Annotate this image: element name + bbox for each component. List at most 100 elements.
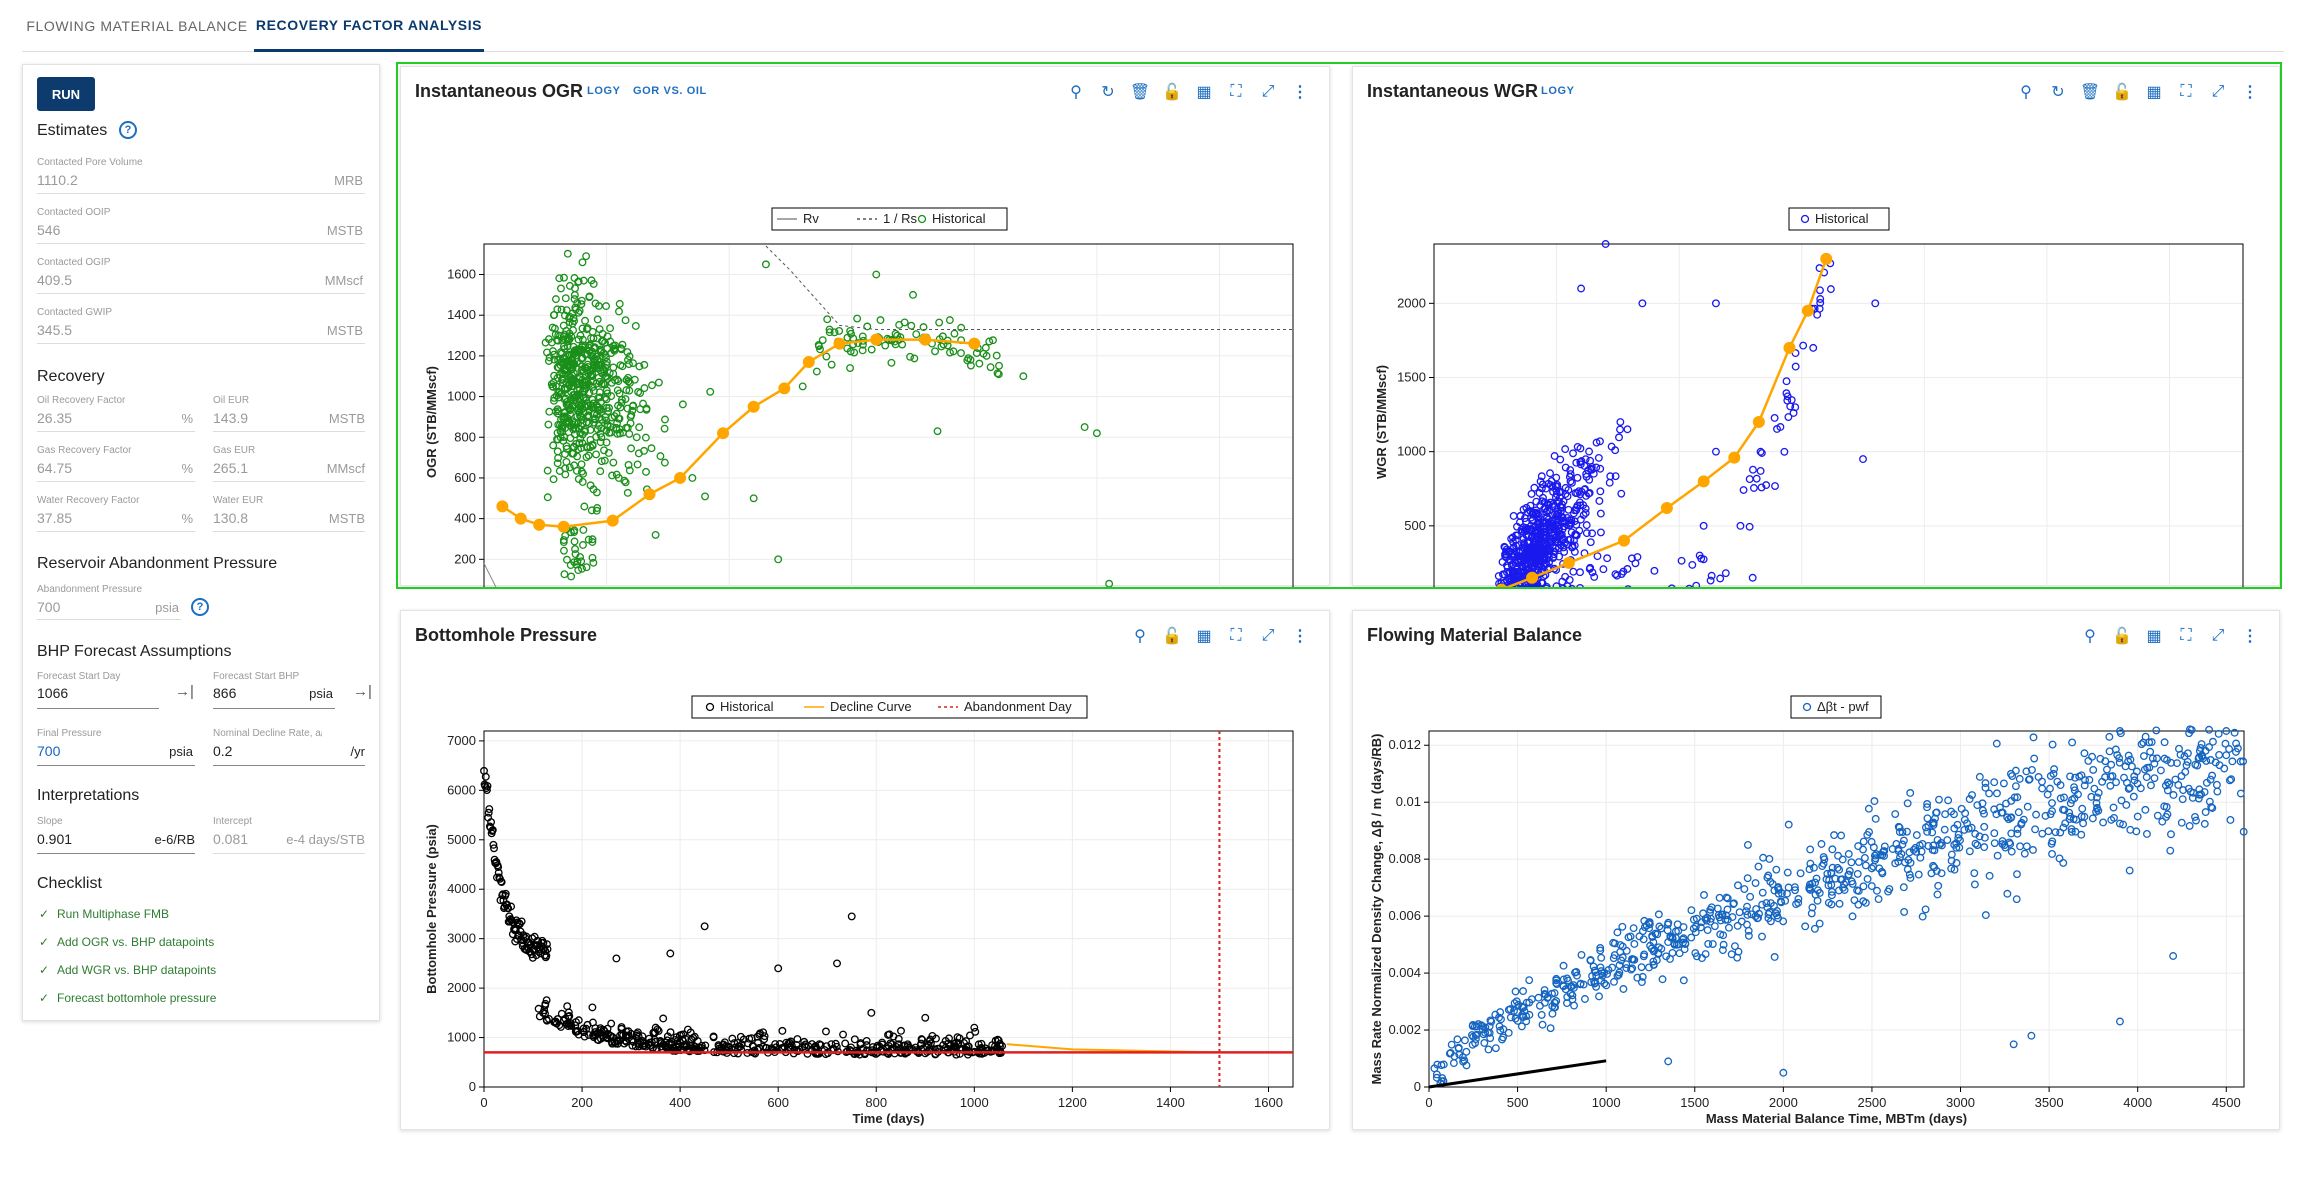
refresh-icon[interactable]: ↻: [2051, 84, 2065, 101]
pin-filter-icon[interactable]: ⚲: [1070, 84, 1082, 101]
select-points-icon[interactable]: ⛶: [2180, 627, 2192, 644]
legend-box: [1788, 207, 1890, 231]
select-points-icon[interactable]: ⛶: [1230, 83, 1242, 100]
unlock-icon[interactable]: 🔓: [1162, 84, 1182, 101]
table-icon[interactable]: ▦: [2146, 84, 2162, 101]
data-point: [1903, 799, 1912, 808]
delete-icon[interactable]: 🗑: [1129, 84, 1151, 101]
run-button[interactable]: RUN: [37, 77, 95, 111]
data-point: [1970, 869, 1979, 878]
pin-filter-icon[interactable]: ⚲: [1134, 628, 1146, 645]
data-point: [1820, 855, 1829, 864]
data-point: [1730, 942, 1739, 951]
decline-rate-field[interactable]: 0.2: [213, 743, 233, 759]
ogr-gor-vs-oil-link[interactable]: GOR VS. OIL: [633, 85, 707, 97]
tab-flowing-material-balance[interactable]: FLOWING MATERIAL BALANCE: [26, 18, 248, 34]
data-point: [575, 408, 584, 417]
data-point: [825, 325, 834, 334]
data-point: [897, 1026, 905, 1035]
select-points-icon[interactable]: ⛶: [1230, 627, 1242, 644]
data-point: [622, 1032, 631, 1041]
unlock-icon[interactable]: 🔓: [1162, 628, 1182, 645]
data-point: [2197, 740, 2206, 749]
data-point: [554, 393, 563, 402]
data-point: [497, 878, 506, 887]
tab-recovery-factor-analysis[interactable]: RECOVERY FACTOR ANALYSIS: [254, 0, 484, 52]
select-points-icon[interactable]: ⛶: [2180, 83, 2192, 100]
data-point: [570, 558, 579, 567]
fullscreen-icon[interactable]: ⤢: [1261, 83, 1275, 100]
data-point: [1954, 834, 1963, 843]
help-icon[interactable]: ?: [119, 121, 137, 139]
data-point: [1758, 888, 1767, 897]
fit-point: [870, 333, 883, 346]
y-tick-label: 0.008: [1388, 851, 1421, 866]
refresh-icon[interactable]: ↻: [1101, 84, 1115, 101]
fit-point: [747, 400, 760, 413]
more-icon[interactable]: ⋮: [2242, 628, 2258, 645]
data-point: [1815, 919, 1824, 928]
pin-filter-icon[interactable]: ⚲: [2020, 84, 2032, 101]
table-icon[interactable]: ▦: [2146, 628, 2162, 645]
data-point: [1602, 981, 1611, 990]
data-point: [1923, 814, 1932, 823]
final-pressure-field[interactable]: 700: [37, 743, 61, 759]
fullscreen-icon[interactable]: ⤢: [1261, 627, 1275, 644]
data-point: [2239, 757, 2248, 766]
data-point: [1478, 1022, 1487, 1031]
data-point: [1553, 507, 1562, 516]
table-icon[interactable]: ▦: [1196, 84, 1212, 101]
data-point: [2177, 772, 2186, 780]
data-point: [584, 411, 593, 420]
fullscreen-icon[interactable]: ⤢: [2211, 83, 2225, 100]
more-icon[interactable]: ⋮: [1292, 628, 1308, 645]
data-point: [1569, 449, 1577, 458]
start-day-jump-icon[interactable]: →|: [175, 683, 194, 700]
data-point: [1432, 1073, 1441, 1082]
data-point: [588, 441, 597, 450]
pin-filter-icon[interactable]: ⚲: [2084, 628, 2096, 645]
data-point: [569, 425, 578, 434]
data-point: [1937, 841, 1946, 850]
data-point: [1649, 947, 1658, 956]
data-point: [1615, 961, 1624, 970]
data-point: [562, 306, 571, 315]
data-point: [1609, 954, 1618, 963]
table-icon[interactable]: ▦: [1196, 628, 1212, 645]
start-bhp-jump-icon[interactable]: →|: [353, 683, 372, 700]
data-point: [2230, 728, 2239, 737]
forecast-start-day-field[interactable]: 1066: [37, 685, 69, 701]
data-point: [1540, 505, 1548, 513]
data-point: [1844, 871, 1853, 879]
data-point: [2107, 815, 2116, 824]
data-point: [1576, 583, 1584, 587]
data-point: [966, 361, 975, 370]
delete-icon[interactable]: 🗑: [2079, 84, 2101, 101]
data-point: [925, 1037, 934, 1046]
fullscreen-icon[interactable]: ⤢: [2211, 627, 2225, 644]
data-point: [1978, 799, 1987, 808]
data-point: [595, 406, 604, 414]
data-point: [1551, 533, 1560, 542]
unlock-icon[interactable]: 🔓: [2112, 628, 2132, 645]
data-point: [1568, 584, 1576, 587]
data-point: [1796, 869, 1805, 878]
data-point: [2176, 750, 2185, 759]
forecast-start-bhp-field[interactable]: 866: [213, 685, 237, 701]
wgr-logy-link[interactable]: LOGY: [1541, 85, 1575, 97]
data-point: [2105, 732, 2114, 741]
ogr-logy-link[interactable]: LOGY: [587, 85, 621, 97]
data-point: [1762, 899, 1771, 908]
bhp-chart: 0 200 400 600 800 1000 1200 1400 1600 0 1000 2000 30…: [424, 695, 1294, 1126]
more-icon[interactable]: ⋮: [2242, 84, 2258, 101]
data-point: [1601, 240, 1610, 248]
abandonment-help-icon[interactable]: ?: [191, 598, 209, 616]
data-point: [574, 1016, 583, 1025]
data-point: [672, 1046, 681, 1055]
data-point: [2119, 820, 2128, 829]
data-point: [1817, 840, 1826, 848]
data-point: [2188, 793, 2197, 802]
data-point: [1899, 883, 1908, 892]
more-icon[interactable]: ⋮: [1292, 84, 1308, 101]
unlock-icon[interactable]: 🔓: [2112, 84, 2132, 101]
